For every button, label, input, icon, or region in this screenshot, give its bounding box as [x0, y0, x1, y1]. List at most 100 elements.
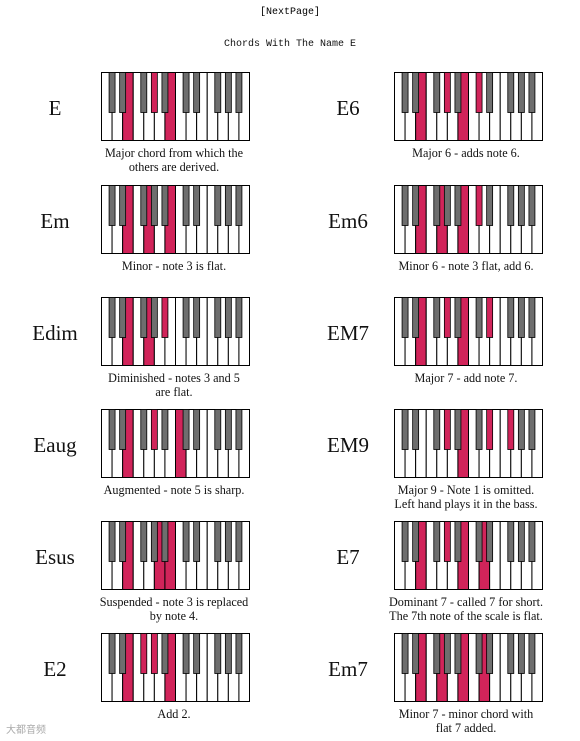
black-key	[517, 72, 525, 113]
black-key	[193, 409, 201, 450]
piano-keyboard	[101, 185, 250, 254]
black-key	[214, 521, 222, 562]
chord-name: Em7	[328, 657, 368, 681]
black-key	[433, 521, 441, 562]
piano-keyboard	[101, 633, 250, 702]
black-key	[235, 633, 243, 674]
black-key	[214, 72, 222, 113]
black-key-highlighted	[443, 297, 451, 338]
black-key	[140, 72, 148, 113]
chord-name: E2	[43, 657, 67, 681]
caption-line: Minor 6 - note 3 flat, add 6.	[398, 259, 534, 273]
black-key	[401, 297, 409, 338]
black-key	[443, 633, 451, 674]
black-key	[412, 521, 420, 562]
piano-keyboard	[101, 409, 250, 478]
black-key	[161, 409, 169, 450]
black-key	[517, 633, 525, 674]
black-key	[161, 185, 169, 226]
chord-caption: Major chord from which the others are der…	[79, 146, 269, 174]
black-key	[401, 633, 409, 674]
chord-name: E6	[336, 96, 360, 120]
black-key	[528, 72, 536, 113]
caption-line: The 7th note of the scale is flat.	[389, 609, 543, 623]
black-key	[182, 72, 190, 113]
black-key	[150, 185, 158, 226]
black-key	[486, 72, 494, 113]
black-key	[517, 521, 525, 562]
black-key	[401, 185, 409, 226]
black-key-highlighted	[161, 297, 169, 338]
black-key	[507, 633, 515, 674]
black-key	[182, 185, 190, 226]
black-key	[193, 297, 201, 338]
black-key-highlighted	[475, 72, 483, 113]
black-key	[528, 521, 536, 562]
chord-name: Esus	[35, 545, 75, 569]
black-key	[433, 633, 441, 674]
chord-caption: Augmented - note 5 is sharp.	[79, 483, 269, 497]
caption-line: others are derived.	[128, 160, 220, 174]
caption-line: Left hand plays it in the bass.	[394, 497, 538, 511]
black-key	[140, 297, 148, 338]
black-key	[475, 633, 483, 674]
black-key	[433, 72, 441, 113]
black-key	[214, 185, 222, 226]
watermark: 大都音频	[6, 725, 46, 736]
black-key	[433, 297, 441, 338]
black-key	[507, 521, 515, 562]
chord-name: E	[48, 96, 62, 120]
black-key	[150, 521, 158, 562]
chord-name: EM7	[327, 321, 369, 345]
chord-name: E7	[336, 545, 360, 569]
piano-keyboard	[394, 185, 543, 254]
black-key	[412, 297, 420, 338]
black-key	[486, 521, 494, 562]
black-key	[161, 633, 169, 674]
black-key	[224, 72, 232, 113]
caption-line: Add 2.	[157, 707, 191, 721]
chord-name: Eaug	[33, 433, 77, 457]
black-key	[528, 409, 536, 450]
caption-line: Major 6 - adds note 6.	[412, 146, 520, 160]
caption-line: by note 4.	[149, 609, 199, 623]
black-key	[224, 409, 232, 450]
chord-caption: Minor - note 3 is flat.	[79, 259, 269, 273]
chord-name: Em	[40, 209, 70, 233]
black-key	[108, 297, 116, 338]
black-key-highlighted	[443, 409, 451, 450]
black-key	[528, 185, 536, 226]
black-key	[507, 72, 515, 113]
caption-line: Major chord from which the	[104, 146, 244, 160]
black-key	[224, 633, 232, 674]
black-key-highlighted	[150, 409, 158, 450]
next-page-link[interactable]: [NextPage]	[259, 7, 320, 18]
piano-keyboard	[394, 521, 543, 590]
black-key	[161, 521, 169, 562]
black-key	[150, 297, 158, 338]
black-key	[119, 185, 127, 226]
black-key	[454, 297, 462, 338]
black-key	[235, 521, 243, 562]
black-key	[454, 72, 462, 113]
black-key	[140, 409, 148, 450]
piano-keyboard	[101, 72, 250, 141]
chord-caption: Major 6 - adds note 6.	[371, 146, 561, 160]
black-key	[507, 185, 515, 226]
black-key	[235, 185, 243, 226]
black-key	[235, 72, 243, 113]
black-key	[412, 72, 420, 113]
black-key-highlighted	[443, 521, 451, 562]
black-key	[517, 297, 525, 338]
black-key	[119, 72, 127, 113]
black-key	[140, 185, 148, 226]
caption-line: Augmented - note 5 is sharp.	[103, 483, 245, 497]
black-key-highlighted	[475, 185, 483, 226]
caption-line: Diminished - notes 3 and 5	[108, 371, 240, 385]
black-key	[224, 297, 232, 338]
caption-line: Suspended - note 3 is replaced	[99, 595, 249, 609]
piano-keyboard	[101, 521, 250, 590]
black-key	[140, 521, 148, 562]
black-key	[517, 185, 525, 226]
chord-caption: Major 9 - Note 1 is omitted. Left hand pl…	[371, 483, 561, 511]
